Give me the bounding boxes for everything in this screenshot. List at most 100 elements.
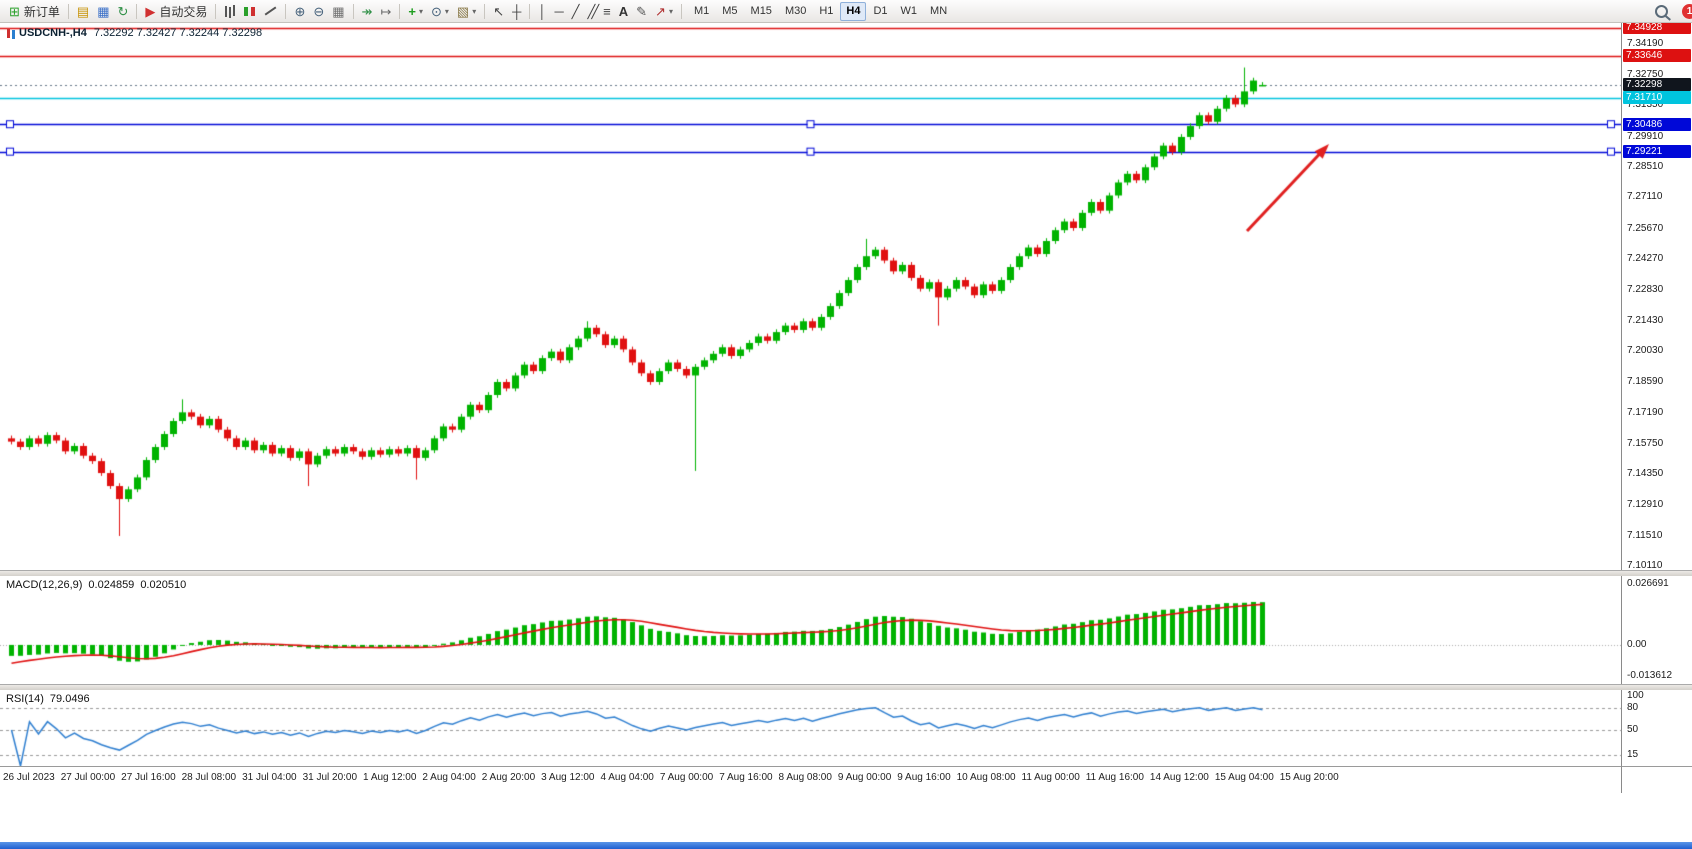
price-axis-label: 7.17190 [1627,406,1664,418]
time-axis-label: 2 Aug 04:00 [422,772,476,783]
main-toolbar: ⊞ 新订单 ▤ ▦ ↻ ▶ 自动交易 ⊕ ⊖ ▦ ↠ ↦ + ▾ ⊙ ▾ ▧ ▾ ↖ … [0,0,1692,23]
refresh-button[interactable]: ↻ [114,2,133,21]
crosshair-button[interactable]: ┼ [508,2,525,21]
time-axis-label: 10 Aug 08:00 [956,772,1016,783]
price-line-tag: 7.32298 [1623,78,1691,92]
search-icon [1655,4,1668,18]
chart-shift-button[interactable]: ↦ [376,2,395,21]
charts-button[interactable]: ▤ [73,2,93,21]
trendline-button[interactable]: ╱ [568,2,584,21]
fibonacci-button[interactable]: ≡ [599,2,615,21]
toolbar-separator [680,3,682,19]
zoom-out-button[interactable]: ⊖ [309,2,328,21]
arrow-tool-icon: ↗ [655,3,666,19]
time-axis-label: 31 Jul 04:00 [242,772,297,783]
tile-windows-button[interactable]: ▦ [328,2,348,21]
rsi-axis-label: 100 [1627,690,1644,701]
price-chart-canvas[interactable] [0,22,1621,570]
macd-signal-value: 0.020510 [140,579,187,591]
time-axis-label: 31 Jul 20:00 [302,772,358,783]
horizontal-line-button[interactable]: ─ [550,2,567,21]
vertical-line-button[interactable]: │ [534,2,550,21]
arrows-tool-button[interactable]: ↗ ▾ [651,2,677,21]
toolbar-separator [285,3,287,19]
macd-canvas[interactable] [0,576,1621,684]
price-axis-label: 7.15750 [1627,437,1664,449]
zoom-out-icon: ⊖ [313,3,325,19]
time-axis-label: 3 Aug 12:00 [541,772,595,783]
timeframe-m15[interactable]: M15 [750,4,772,17]
price-line-tag: 7.29221 [1623,145,1691,159]
new-order-button[interactable]: ⊞ 新订单 [5,2,64,21]
timeframe-h1[interactable]: H1 [819,4,834,17]
text-tool-icon: A [618,3,629,19]
vertical-line-icon: │ [538,3,547,19]
time-axis-corner [1621,766,1692,793]
timeframe-h4[interactable]: H4 [840,1,867,21]
rsi-canvas[interactable] [0,690,1621,766]
time-axis[interactable]: 26 Jul 2023 27 Jul 00:00 27 Jul 16:00 28 Ju… [0,766,1621,793]
chart-window-icon [7,28,10,38]
time-axis-label: 8 Aug 08:00 [778,772,832,783]
candlestick-chart-button[interactable] [240,2,260,21]
toolbar-separator [484,3,486,19]
chevron-down-icon: ▾ [668,6,673,16]
horizontal-line-icon: ─ [554,3,564,19]
time-axis-label: 14 Aug 12:00 [1149,772,1209,783]
channel-button[interactable]: ╱╱ [584,2,600,21]
fibonacci-icon: ≡ [603,3,611,19]
toolbar-separator [352,3,354,19]
auto-trading-label: 自动交易 [159,4,208,19]
bar-chart-button[interactable] [220,2,240,21]
periods-button[interactable]: ⊙ ▾ [427,2,453,21]
price-axis-label: 7.32750 [1627,69,1664,81]
price-line-tag: 7.30486 [1623,117,1691,131]
timeframe-d1[interactable]: D1 [873,4,888,17]
search-button[interactable] [1651,2,1672,21]
price-axis-label: 7.28510 [1627,161,1664,173]
label-tool-button[interactable]: ✎ [632,2,651,21]
crosshair-icon: ┼ [512,3,522,19]
time-axis-label: 7 Aug 00:00 [659,772,714,783]
price-axis-label: 7.20030 [1627,344,1664,356]
rsi-axis[interactable]: 100 80 50 15 [1621,690,1692,766]
timeframe-m30[interactable]: M30 [784,4,807,17]
zoom-in-button[interactable]: ⊕ [290,2,309,21]
new-order-label: 新订单 [23,4,60,19]
timeframe-w1[interactable]: W1 [900,4,918,17]
templates-button[interactable]: ▧ ▾ [453,2,480,21]
auto-scroll-button[interactable]: ↠ [358,2,377,21]
time-axis-label: 9 Aug 16:00 [897,772,951,783]
timeframe-mn[interactable]: MN [930,4,948,17]
price-axis-label: 7.24270 [1627,253,1664,265]
new-order-icon: ⊞ [9,3,20,19]
price-axis-label: 7.12910 [1627,499,1664,511]
rsi-panel: RSI(14) 79.0496 [0,690,1621,766]
price-axis-label: 7.25670 [1627,222,1664,234]
macd-label: MACD(12,26,9) 0.024859 0.020510 [6,579,192,591]
timeframe-m5[interactable]: M5 [722,4,738,17]
zoom-in-icon: ⊕ [294,3,306,19]
chevron-down-icon: ▾ [472,6,477,16]
price-axis[interactable]: 7.34190 7.32750 7.31350 7.29910 7.28510 7.271… [1621,21,1692,571]
bar-chart-icon [225,5,228,17]
tile-windows-icon: ▦ [332,3,345,19]
profiles-button[interactable]: ▦ [93,2,113,21]
text-tool-button[interactable]: A [615,2,632,21]
timeframe-m1[interactable]: M1 [693,4,710,17]
notifications-badge[interactable]: 1 [1682,3,1692,19]
macd-axis[interactable]: 0.026691 0.00 -0.013612 [1621,576,1692,684]
price-axis-label: 7.27110 [1627,191,1663,203]
time-axis-label: 15 Aug 04:00 [1214,772,1274,783]
indicators-button[interactable]: + ▾ [404,2,427,21]
line-chart-icon [265,6,277,16]
chart-shift-icon: ↦ [380,3,392,19]
price-axis-label: 7.22830 [1627,284,1664,296]
cursor-button[interactable]: ↖ [489,2,508,21]
charts-icon: ▤ [76,3,90,19]
auto-trading-button[interactable]: ▶ 自动交易 [141,2,211,21]
price-axis-label: 7.21430 [1627,314,1664,326]
line-chart-button[interactable] [260,2,281,21]
price-chart-panel: USDCNH-,H4 7.32292 7.32427 7.32244 7.322… [0,22,1621,570]
candlestick-chart-icon [244,6,249,16]
